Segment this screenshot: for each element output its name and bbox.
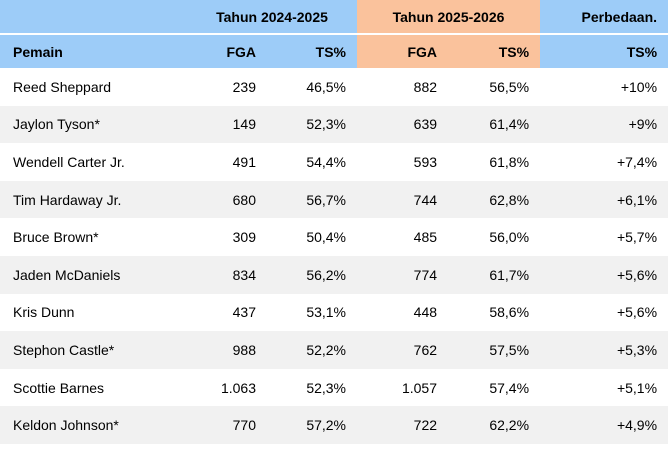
season-2025-2026-header: Tahun 2025-2026 <box>357 0 541 35</box>
fga-2025-cell: 744 <box>413 191 438 208</box>
column-header-row: Pemain FGA TS% FGA TS% TS% <box>0 35 668 68</box>
ts-2024-cell: 56,2% <box>306 266 347 283</box>
ts-difference-cell: +4,9% <box>616 417 658 434</box>
col-header-pemain: Pemain <box>0 35 187 68</box>
ts-difference-cell: +5,6% <box>616 304 658 321</box>
player-name-cell: Reed Sheppard <box>13 78 112 95</box>
player-name-cell: Kris Dunn <box>13 304 75 321</box>
ts-2024-cell: 52,3% <box>306 379 347 396</box>
table-row: Reed Sheppard 239 46,5% 882 56,5% +10% <box>0 68 668 106</box>
player-name-cell: Jaylon Tyson* <box>13 116 100 133</box>
ts-2024-cell: 52,2% <box>306 341 347 358</box>
table-row: Jaden McDaniels 834 56,2% 774 61,7% +5,6% <box>0 255 668 294</box>
player-name-cell: Scottie Barnes <box>13 379 105 396</box>
fga-2024-cell: 239 <box>232 78 256 95</box>
fga-2025-cell: 485 <box>413 229 438 246</box>
fga-2024-cell: 1.063 <box>220 379 256 396</box>
fga-2025-cell: 639 <box>413 116 438 133</box>
ts-2025-cell: 56,0% <box>489 229 530 246</box>
ts-difference-cell: +5,1% <box>616 379 658 396</box>
col-header-ts-2025: TS% <box>448 35 541 68</box>
table-row: Jaylon Tyson* 149 52,3% 639 61,4% +9% <box>0 105 668 144</box>
fga-2024-cell: 491 <box>232 153 256 170</box>
fga-2025-cell: 1.057 <box>401 379 438 396</box>
ts-2025-cell: 56,5% <box>489 78 530 95</box>
ts-difference-cell: +10% <box>620 78 658 95</box>
ts-2025-cell: 57,5% <box>489 341 530 358</box>
ts-difference-cell: +9% <box>628 116 658 133</box>
fga-2025-cell: 882 <box>413 78 438 95</box>
season-2024-2025-header: Tahun 2024-2025 <box>187 0 358 35</box>
table-row: Scottie Barnes 1.063 52,3% 1.057 57,4% +5,1% <box>0 368 668 407</box>
table-row: Wendell Carter Jr. 491 54,4% 593 61,8% +7,4% <box>0 143 668 181</box>
col-header-fga-2025: FGA <box>357 35 449 68</box>
ts-2024-cell: 53,1% <box>306 304 347 321</box>
table-row: Bruce Brown* 309 50,4% 485 56,0% +5,7% <box>0 218 668 256</box>
fga-2024-cell: 834 <box>232 266 256 283</box>
season-header-row: Tahun 2024-2025 Tahun 2025-2026 Perbedaa… <box>0 0 668 35</box>
player-name-cell: Tim Hardaway Jr. <box>13 191 122 208</box>
ts-2024-cell: 54,4% <box>306 153 347 170</box>
fga-2025-cell: 448 <box>413 304 438 321</box>
col-header-ts-difference: TS% <box>540 35 668 68</box>
fga-2025-cell: 762 <box>413 341 438 358</box>
player-name-cell: Bruce Brown* <box>13 229 99 246</box>
ts-2024-cell: 57,2% <box>306 417 347 434</box>
col-header-fga-2024: FGA <box>187 35 267 68</box>
fga-2024-cell: 770 <box>232 417 256 434</box>
ts-2025-cell: 61,7% <box>489 266 530 283</box>
ts-difference-cell: +7,4% <box>616 153 658 170</box>
ts-2025-cell: 61,4% <box>489 116 530 133</box>
ts-2025-cell: 58,6% <box>489 304 530 321</box>
fga-2024-cell: 680 <box>232 191 256 208</box>
ts-2024-cell: 52,3% <box>306 116 347 133</box>
ts-difference-cell: +5,6% <box>616 266 658 283</box>
fga-2025-cell: 593 <box>413 153 438 170</box>
ts-2025-cell: 62,2% <box>489 417 530 434</box>
fga-2025-cell: 722 <box>413 417 438 434</box>
fga-2024-cell: 988 <box>232 341 256 358</box>
player-name-cell: Wendell Carter Jr. <box>13 153 125 170</box>
corner-empty-cell <box>0 0 187 35</box>
ts-difference-cell: +5,7% <box>616 229 658 246</box>
ts-2025-cell: 57,4% <box>489 379 530 396</box>
table-row: Keldon Johnson* 770 57,2% 722 62,2% +4,9% <box>0 406 668 444</box>
table-row: Kris Dunn 437 53,1% 448 58,6% +5,6% <box>0 293 668 332</box>
difference-header: Perbedaan. <box>540 0 668 35</box>
table-header: Tahun 2024-2025 Tahun 2025-2026 Perbedaa… <box>0 0 668 68</box>
table-body: Reed Sheppard 239 46,5% 882 56,5% +10% Jaylon … <box>0 68 668 444</box>
fga-2025-cell: 774 <box>413 266 438 283</box>
player-name-cell: Keldon Johnson* <box>13 417 119 434</box>
fga-2024-cell: 309 <box>232 229 256 246</box>
ts-2024-cell: 46,5% <box>306 78 347 95</box>
ts-2025-cell: 62,8% <box>489 191 530 208</box>
ts-difference-cell: +5,3% <box>616 341 658 358</box>
ts-2024-cell: 50,4% <box>306 229 347 246</box>
player-name-cell: Stephon Castle* <box>13 341 115 358</box>
player-name-cell: Jaden McDaniels <box>13 266 121 283</box>
ts-2024-cell: 56,7% <box>306 191 347 208</box>
table-row: Stephon Castle* 988 52,2% 762 57,5% +5,3% <box>0 331 668 369</box>
table-row: Tim Hardaway Jr. 680 56,7% 744 62,8% +6,1% <box>0 180 668 219</box>
fga-2024-cell: 437 <box>232 304 256 321</box>
fga-2024-cell: 149 <box>232 116 256 133</box>
col-header-ts-2024: TS% <box>267 35 358 68</box>
ts-2025-cell: 61,8% <box>489 153 530 170</box>
ts-difference-cell: +6,1% <box>616 191 658 208</box>
